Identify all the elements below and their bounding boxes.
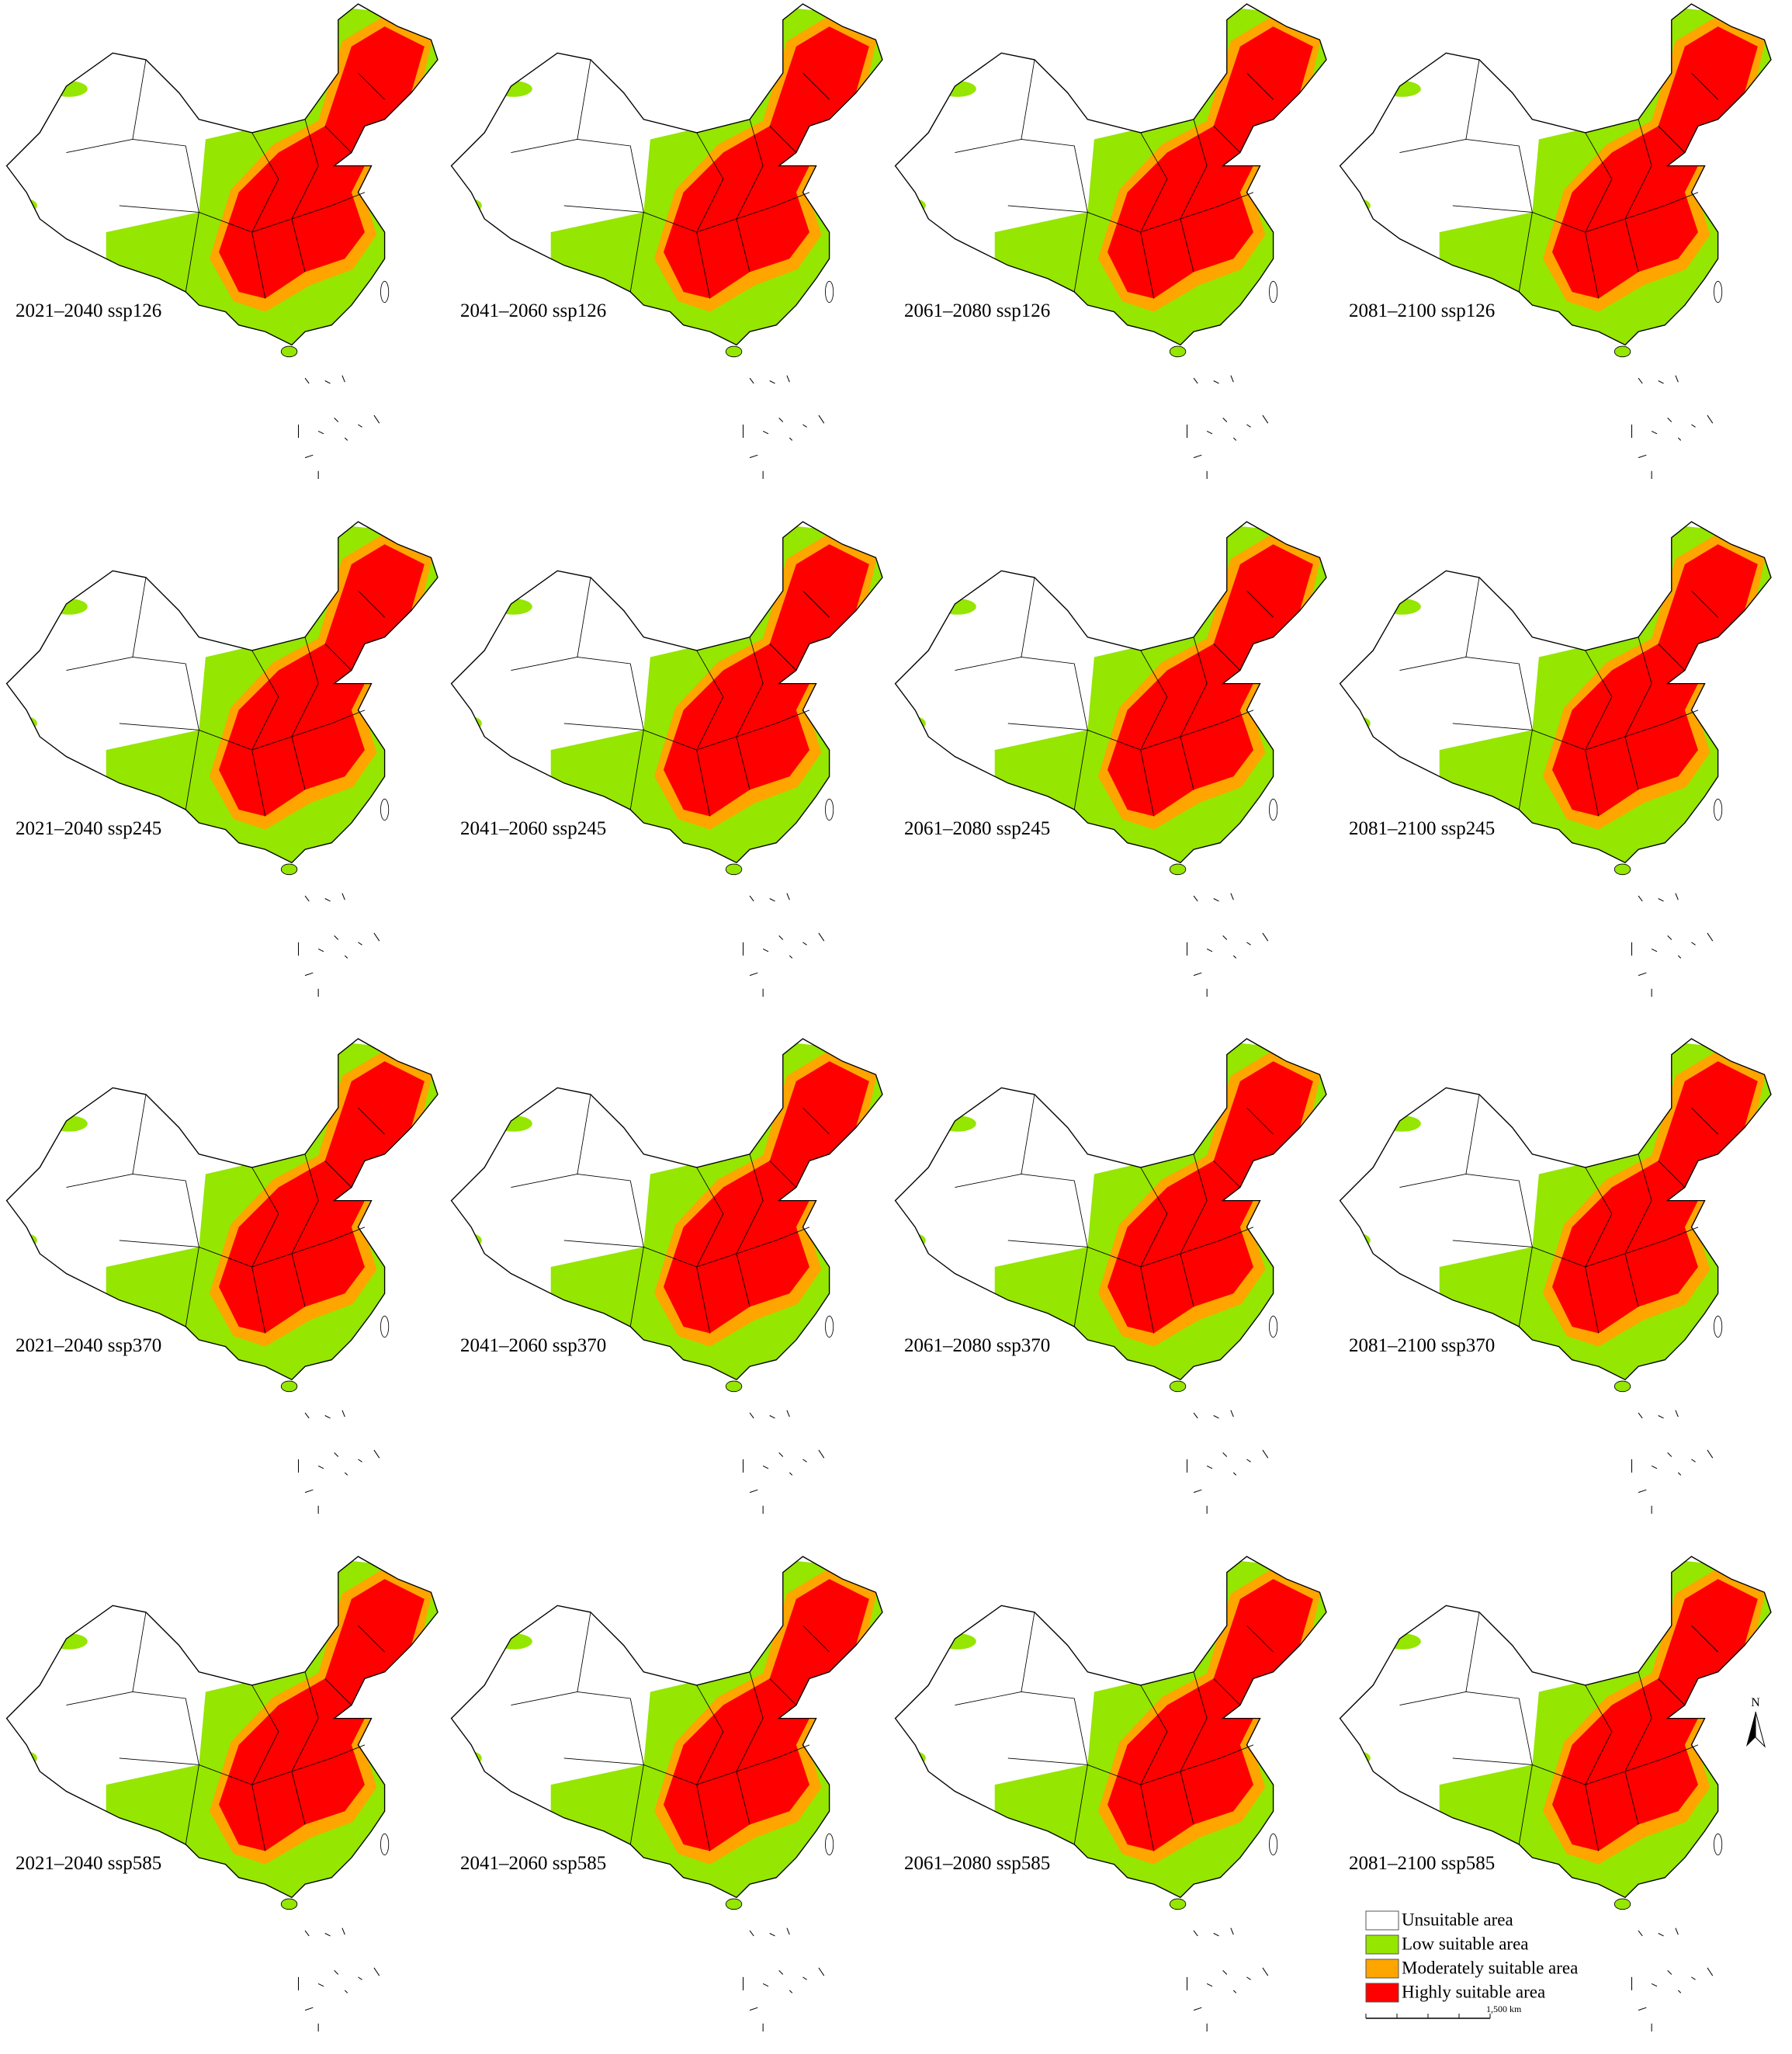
map-panel: 2021–2040 ssp370 [7,1039,452,1514]
china-map [1340,522,1785,997]
legend-swatch [1365,1983,1399,2003]
panel-label: 2021–2040 ssp245 [16,818,161,839]
panel-label: 2041–2060 ssp585 [460,1853,606,1874]
map-panel: 2041–2060 ssp126 [452,4,896,479]
china-map [1340,1039,1785,1514]
panel-label: 2081–2100 ssp370 [1349,1335,1495,1356]
china-map [452,4,896,479]
scale-label: 1,500 km [1486,2004,1522,2014]
panel-label: 2021–2040 ssp126 [16,300,161,321]
north-label: N [1751,1696,1760,1709]
panel-label: 2021–2040 ssp370 [16,1335,161,1356]
north-arrow [1755,1711,1766,1748]
map-panel: 2021–2040 ssp126 [7,4,452,479]
china-map [1340,4,1785,479]
china-map [452,522,896,997]
panel-label: 2041–2060 ssp370 [460,1335,606,1356]
panel-label: 2061–2080 ssp585 [904,1853,1050,1874]
map-panel: 2081–2100 ssp370 [1340,1039,1785,1514]
map-panel: 2061–2080 ssp370 [896,1039,1340,1514]
legend-swatch [1365,1910,1399,1931]
panel-label: 2041–2060 ssp245 [460,818,606,839]
china-map [452,1039,896,1514]
north-arrow [1746,1712,1756,1747]
map-panel: 2061–2080 ssp585 [896,1556,1340,2031]
map-panel: 2061–2080 ssp245 [896,522,1340,997]
legend-label: Highly suitable area [1402,1982,1545,2001]
china-map [7,1556,452,2031]
panel-label: 2081–2100 ssp245 [1349,818,1495,839]
panel-label: 2061–2080 ssp126 [904,300,1050,321]
china-map [7,522,452,997]
china-map [896,522,1340,997]
china-map [7,1039,452,1514]
map-panel: 2061–2080 ssp126 [896,4,1340,479]
legend-label: Unsuitable area [1402,1910,1513,1929]
panel-label: 2061–2080 ssp245 [904,818,1050,839]
legend-swatch [1365,1959,1399,1979]
panel-label: 2041–2060 ssp126 [460,300,606,321]
map-panel: 2041–2060 ssp245 [452,522,896,997]
china-map [7,4,452,479]
map-panel: 2021–2040 ssp585 [7,1556,452,2031]
china-map [896,4,1340,479]
map-panel: 2081–2100 ssp585 [1340,1556,1785,2031]
legend-swatch [1365,1934,1399,1955]
panel-label: 2081–2100 ssp126 [1349,300,1495,321]
map-panel: 2021–2040 ssp245 [7,522,452,997]
china-map [896,1556,1340,2031]
legend-label: Moderately suitable area [1402,1958,1578,1977]
china-map [896,1039,1340,1514]
map-panel: 2081–2100 ssp245 [1340,522,1785,997]
panel-label: 2061–2080 ssp370 [904,1335,1050,1356]
map-panel: 2081–2100 ssp126 [1340,4,1785,479]
panel-label: 2021–2040 ssp585 [16,1853,161,1874]
map-panel: 2041–2060 ssp370 [452,1039,896,1514]
map-panel: 2041–2060 ssp585 [452,1556,896,2031]
legend-label: Low suitable area [1402,1934,1528,1953]
panel-label: 2081–2100 ssp585 [1349,1853,1495,1874]
china-map [452,1556,896,2031]
